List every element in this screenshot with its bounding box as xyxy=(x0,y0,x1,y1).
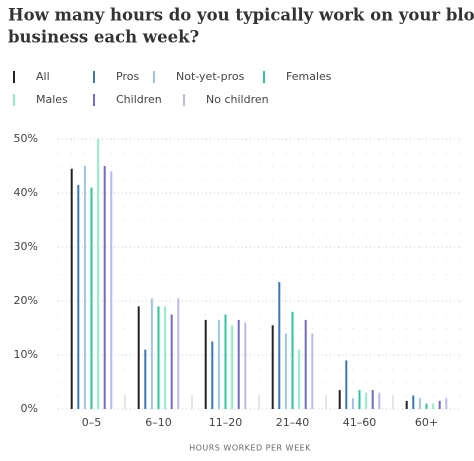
bar xyxy=(77,184,80,409)
bar xyxy=(358,390,361,409)
bar xyxy=(291,311,294,409)
bar xyxy=(150,298,153,409)
x-tick-label: 6–10 xyxy=(145,416,172,429)
bar xyxy=(405,400,408,409)
bar xyxy=(271,325,274,409)
bar xyxy=(83,166,86,409)
bar xyxy=(345,360,348,409)
y-tick-label: 40% xyxy=(14,186,38,199)
legend-label: Pros xyxy=(116,70,139,83)
bar xyxy=(418,398,421,409)
y-tick-label: 30% xyxy=(14,240,38,253)
chart-title: business each week? xyxy=(8,28,199,47)
legend-label: Not-yet-pros xyxy=(176,70,245,83)
x-tick-label: 0–5 xyxy=(82,416,102,429)
bar xyxy=(298,349,301,409)
y-tick-label: 0% xyxy=(21,402,38,415)
bar xyxy=(110,171,113,409)
bar xyxy=(97,139,100,409)
x-axis-title: HOURS WORKED PER WEEK xyxy=(189,444,311,453)
legend-label: No children xyxy=(206,93,269,106)
bar xyxy=(351,398,354,409)
legend-label: All xyxy=(36,70,50,83)
legend-label: Females xyxy=(286,70,332,83)
legend-label: Children xyxy=(116,93,162,106)
bar xyxy=(278,282,281,409)
bar xyxy=(338,390,341,409)
bar xyxy=(244,322,247,409)
bar xyxy=(438,400,441,409)
y-tick-label: 50% xyxy=(14,132,38,145)
bar xyxy=(137,306,140,409)
bar xyxy=(224,314,227,409)
bar xyxy=(90,187,93,409)
bar xyxy=(204,319,207,409)
bar xyxy=(177,298,180,409)
chart-title: How many hours do you typically work on … xyxy=(8,6,474,25)
bar xyxy=(217,319,220,409)
bar xyxy=(412,395,415,409)
x-tick-label: 41–60 xyxy=(343,416,377,429)
bar xyxy=(284,333,287,409)
bar xyxy=(144,349,147,409)
bar xyxy=(445,398,448,409)
x-tick-label: 21–40 xyxy=(276,416,310,429)
bar xyxy=(103,166,106,409)
bar xyxy=(365,392,368,409)
x-tick-label: 60+ xyxy=(415,416,438,429)
bar xyxy=(157,306,160,409)
legend-label: Males xyxy=(36,93,68,106)
bar xyxy=(170,314,173,409)
y-tick-label: 10% xyxy=(14,348,38,361)
bar xyxy=(70,168,73,409)
x-tick-label: 11–20 xyxy=(209,416,243,429)
bar xyxy=(378,392,381,409)
bar xyxy=(231,325,234,409)
bar xyxy=(211,341,214,409)
bar xyxy=(311,333,314,409)
bar xyxy=(432,403,435,409)
bar xyxy=(164,306,167,409)
bar xyxy=(237,319,240,409)
bar xyxy=(371,390,374,409)
bar xyxy=(425,403,428,409)
y-tick-label: 20% xyxy=(14,294,38,307)
bar xyxy=(304,319,307,409)
